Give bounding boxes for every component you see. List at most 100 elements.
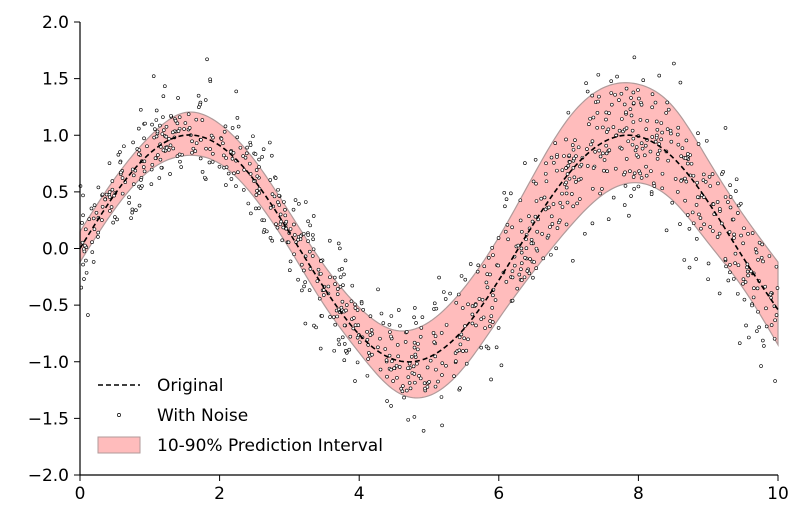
noise-point [90,250,95,254]
noise-point [673,177,678,181]
noise-point [176,96,180,100]
noise-point [619,146,624,151]
noise-point [679,179,683,183]
noise-point [203,98,208,102]
noise-point [365,373,370,378]
noise-point [560,205,565,209]
noise-point [632,55,637,60]
x-tick-label: 2 [214,484,225,504]
noise-point [650,105,654,110]
noise-point [457,348,462,353]
noise-point [109,205,114,209]
noise-point [96,185,101,190]
noise-point [376,345,380,350]
noise-point [209,133,214,138]
noise-point [678,80,683,85]
noise-point [200,118,205,122]
noise-point [588,116,592,121]
noise-point [390,359,394,364]
noise-point [365,330,369,334]
noise-point [488,324,492,329]
noise-point [308,223,312,228]
x-tick-label: 4 [354,484,365,504]
noise-point [241,154,245,158]
noise-point [254,168,259,172]
noise-point [437,275,441,280]
noise-point [306,239,310,244]
noise-point [481,315,486,320]
noise-point [706,261,711,266]
noise-point [278,212,283,217]
noise-point [217,164,222,169]
noise-point [590,139,595,143]
noise-point [118,150,122,154]
noise-point [339,305,344,310]
noise-point [84,270,89,275]
noise-point [224,156,228,160]
noise-point [412,415,417,419]
noise-point [247,161,252,166]
noise-point [270,238,275,243]
noise-point [683,198,687,203]
noise-point [436,379,440,384]
noise-point [629,194,633,198]
noise-point [131,182,136,186]
noise-point [611,195,616,200]
noise-point [419,326,424,330]
noise-point [122,144,126,149]
noise-point [534,266,538,271]
noise-point [503,204,507,209]
noise-point [565,200,570,205]
noise-point [641,78,646,82]
noise-point [704,138,709,143]
legend-swatch-noise [117,413,121,417]
noise-point [715,200,720,204]
noise-point [327,238,332,243]
noise-point [183,121,188,125]
noise-point [627,213,631,218]
noise-point [631,90,636,95]
noise-point [230,156,235,161]
noise-point [448,291,452,296]
noise-point [389,367,393,372]
noise-point [303,200,308,204]
noise-point [224,165,229,169]
noise-point [161,115,165,119]
x-tick-label: 0 [75,484,86,504]
noise-point [268,178,273,182]
noise-point [337,342,342,347]
noise-point [226,171,231,176]
noise-point [628,107,633,111]
noise-point [379,311,384,316]
noise-point [744,323,748,328]
noise-point [439,331,444,335]
noise-point [680,146,685,150]
noise-point [764,306,768,311]
noise-point [743,280,748,284]
legend-label-original: Original [157,376,224,396]
noise-point [648,149,653,154]
noise-point [412,345,417,350]
noise-point [150,163,155,167]
original-line [79,134,779,363]
noise-point [583,231,587,236]
noise-point [694,203,699,207]
noise-point [141,165,146,169]
noise-point [664,111,668,115]
legend-swatch-interval [97,436,141,454]
noise-point [171,146,176,151]
noise-point [118,160,123,165]
noise-point [242,168,246,172]
noise-point [401,384,405,388]
noise-point [353,306,358,310]
noise-point [488,319,492,323]
noise-point [466,337,470,342]
noise-point [254,206,258,211]
noise-point [515,286,520,291]
noise-point [81,193,85,198]
noise-point [277,203,282,207]
noise-point [328,315,332,319]
noise-point [491,253,495,257]
noise-point [494,345,499,350]
noise-point [168,143,173,148]
